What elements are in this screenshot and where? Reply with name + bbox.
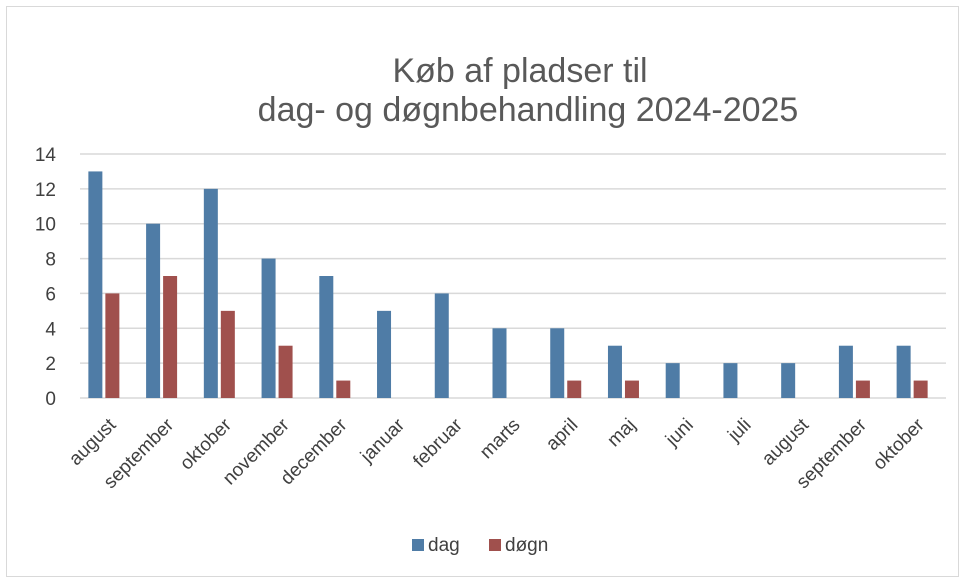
- legend: dag døgn: [412, 535, 548, 556]
- legend-label-dag: dag: [428, 535, 460, 556]
- bar-dag: [319, 276, 334, 398]
- y-tick-label: 0: [45, 389, 56, 410]
- y-tick-label: 10: [35, 215, 56, 236]
- bar-dag: [550, 328, 565, 398]
- x-tick-label: august: [65, 414, 121, 470]
- bar-dag: [434, 293, 449, 398]
- legend-swatch-dag: [412, 539, 424, 551]
- x-tick-label: marts: [476, 415, 524, 463]
- bar-døgn: [278, 345, 293, 398]
- bar-dag: [261, 258, 276, 398]
- x-tick-label: maj: [603, 415, 640, 452]
- bar-dag: [896, 345, 911, 398]
- bar-dag: [838, 345, 853, 398]
- x-tick-label: februar: [409, 414, 467, 472]
- x-tick-label: januar: [356, 414, 409, 467]
- bar-døgn: [913, 380, 928, 398]
- y-tick-label: 4: [45, 319, 56, 340]
- bar-dag: [723, 363, 738, 398]
- bar-døgn: [220, 310, 235, 398]
- chart-title-line-1: Køb af pladser til: [392, 52, 647, 90]
- bar-dag: [88, 171, 103, 398]
- y-tick-label: 2: [45, 354, 56, 375]
- x-tick-label: juni: [661, 415, 697, 451]
- y-tick-label: 12: [35, 180, 56, 201]
- bar-dag: [781, 363, 796, 398]
- bar-døgn: [567, 380, 582, 398]
- bar-døgn: [855, 380, 870, 398]
- legend-swatch-døgn: [489, 539, 501, 551]
- y-axis-ticks: 0 2 4 6 8 10 12 14: [35, 145, 57, 410]
- bar-døgn: [105, 293, 120, 398]
- bar-dag: [203, 188, 218, 398]
- bar-dag: [607, 345, 622, 398]
- y-tick-label: 14: [35, 145, 57, 166]
- x-tick-label: oktober: [869, 414, 929, 474]
- x-tick-label: april: [542, 415, 582, 455]
- x-tick-label: juli: [723, 415, 755, 447]
- x-tick-label: august: [758, 414, 814, 470]
- bar-døgn: [624, 380, 639, 398]
- bar-dag: [665, 363, 680, 398]
- chart-title-line-2: dag- og døgnbehandling 2024-2025: [258, 91, 799, 129]
- bar-døgn: [336, 380, 351, 398]
- bars: [88, 171, 928, 398]
- y-tick-label: 6: [45, 284, 56, 305]
- bar-dag: [146, 223, 161, 398]
- bar-døgn: [163, 276, 178, 398]
- bar-dag: [377, 310, 392, 398]
- legend-label-døgn: døgn: [505, 535, 548, 556]
- chart-title: Køb af pladser til dag- og døgnbehandlin…: [258, 52, 799, 129]
- bar-dag: [492, 328, 507, 398]
- y-tick-label: 8: [45, 250, 56, 271]
